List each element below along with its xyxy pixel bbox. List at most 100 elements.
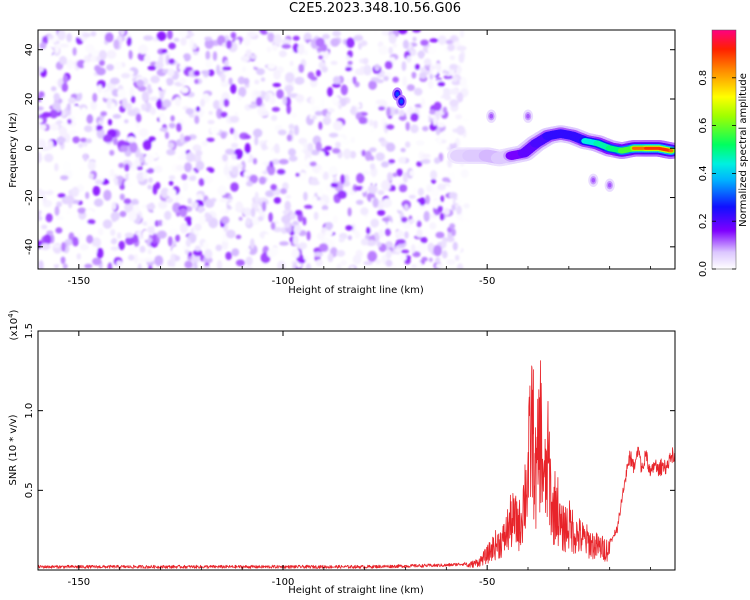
noise-cell [386,249,392,259]
noise-cell [350,136,356,144]
noise-cell [385,259,393,267]
noise-cell [374,64,380,71]
colorbar-tick-label: 0.8 [698,70,709,86]
noise-cell [332,148,341,154]
noise-cell [113,137,118,146]
noise-cell [203,265,211,269]
noise-cell [193,70,200,77]
noise-cell [376,241,382,247]
noise-cell [423,58,432,66]
noise-cell [236,163,243,169]
noise-cell [248,104,258,109]
noise-cell [193,51,199,56]
colorbar-tick-label: 0.2 [698,213,709,229]
noise-cell [327,253,334,263]
noise-cell [44,189,54,196]
noise-cell [243,97,249,107]
noise-cell [216,259,223,269]
noise-cell [363,64,372,76]
noise-cell [110,237,118,245]
noise-cell [160,187,170,199]
noise-cell [331,205,341,212]
noise-cell [419,114,429,125]
noise-cell [225,148,235,155]
noise-cell [184,260,193,269]
noise-cell [179,208,187,218]
noise-cell [421,153,431,158]
noise-cell [366,239,377,247]
noise-cell [229,115,240,123]
noise-cell [165,220,173,226]
noise-cell [186,218,192,227]
noise-cell [44,46,54,56]
noise-cell [338,237,345,243]
y-tick-label: -20 [24,189,35,205]
noise-cell [179,133,185,144]
noise-cell [180,37,187,46]
noise-cell [330,182,339,188]
noise-cell [392,76,399,83]
noise-cell [266,165,272,173]
noise-cell [294,210,303,216]
noise-cell [360,124,370,129]
signal-feature [399,99,404,104]
noise-cell [435,86,444,98]
noise-cell [155,181,161,190]
noise-cell [242,207,253,217]
noise-cell [205,50,211,61]
noise-cell [462,220,469,229]
noise-cell [58,126,68,137]
noise-cell [435,126,441,136]
noise-cell [106,82,113,90]
noise-cell [310,96,315,106]
noise-cell [226,40,232,49]
noise-cell [92,185,101,196]
noise-cell [121,224,129,231]
noise-cell [170,115,175,122]
spectrogram-frame [37,29,676,270]
noise-cell [430,178,437,184]
noise-cell [243,170,251,177]
noise-cell [394,108,399,115]
noise-cell [411,71,417,79]
noise-cell [98,59,105,66]
noise-cell [172,202,182,213]
noise-cell [449,223,456,230]
noise-cell [220,72,226,83]
noise-cell [170,253,176,263]
noise-cell [322,116,332,126]
noise-cell [412,251,421,258]
noise-cell [291,112,297,119]
noise-cell [443,75,453,80]
noise-cell [147,184,152,190]
noise-cell [243,134,251,140]
noise-cell [238,216,243,221]
spectrogram-signal [392,87,675,192]
noise-cell [54,163,59,172]
noise-cell [44,153,54,163]
noise-cell [416,261,423,269]
noise-cell [80,107,87,118]
noise-cell [310,180,320,186]
noise-cell [424,64,431,70]
noise-cell [155,146,162,153]
noise-cell [449,135,456,144]
noise-cell [161,49,168,54]
noise-cell [60,122,70,127]
noise-cell [97,84,103,94]
noise-cell [306,230,311,241]
noise-cell [432,115,438,126]
noise-cell [186,152,195,163]
noise-cell [429,73,434,80]
noise-cell [447,44,455,52]
noise-cell [150,75,160,84]
noise-cell [437,205,443,213]
noise-cell [184,162,192,173]
noise-cell [265,190,274,197]
noise-cell [451,204,456,211]
y-tick-label: 1.0 [24,403,35,419]
noise-cell [168,180,174,186]
noise-cell [378,45,388,56]
noise-cell [312,197,317,209]
snr-frame [37,330,676,571]
